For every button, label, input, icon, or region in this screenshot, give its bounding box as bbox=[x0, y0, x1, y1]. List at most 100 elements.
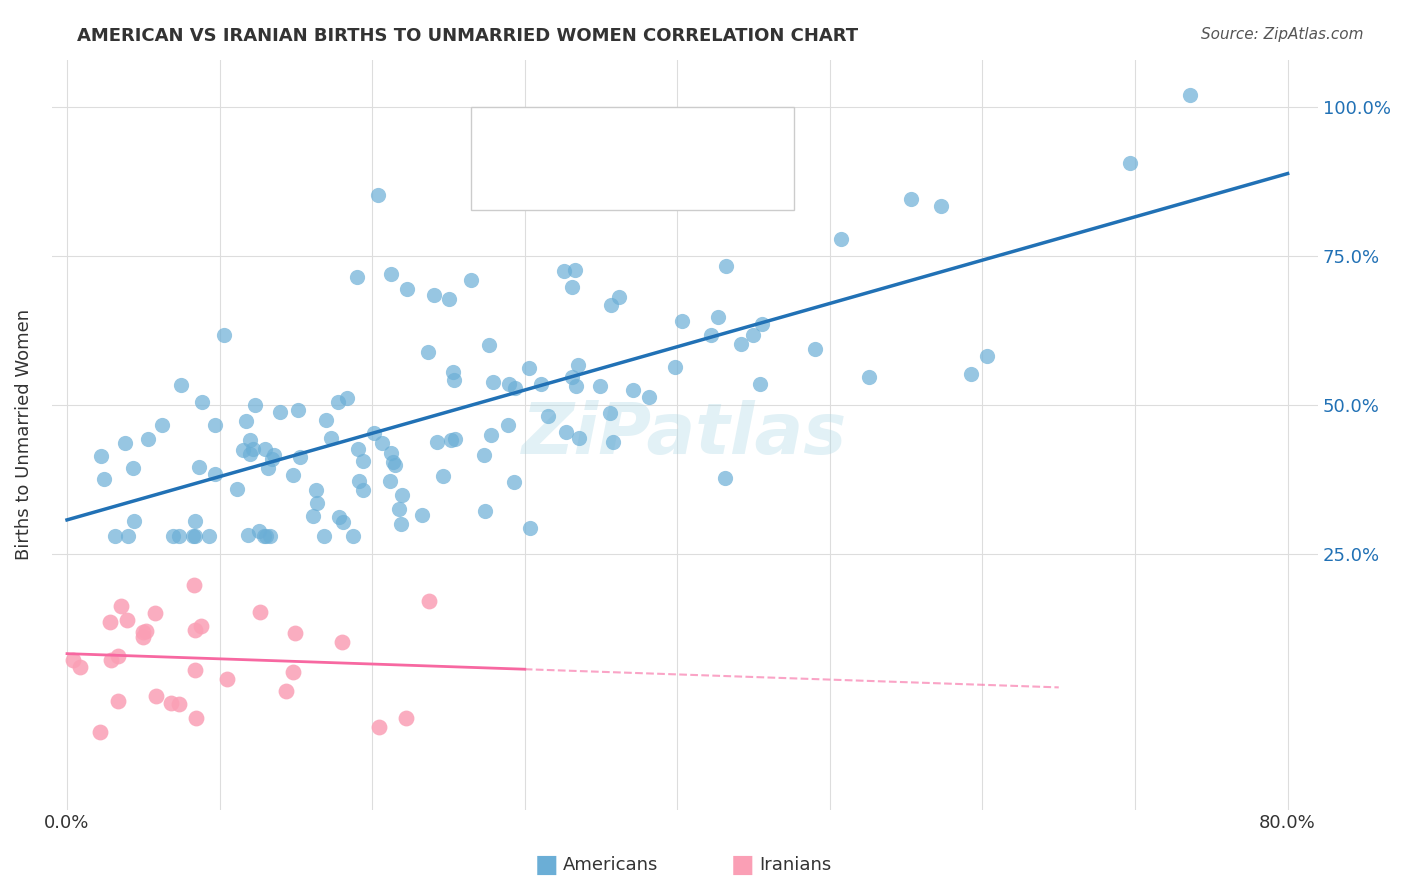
Text: ■: ■ bbox=[731, 854, 755, 877]
Point bbox=[474, 503, 496, 517]
Text: Iranians: Iranians bbox=[759, 856, 831, 874]
Point bbox=[363, 426, 385, 441]
Point bbox=[900, 192, 922, 206]
Point bbox=[1180, 88, 1202, 103]
Point bbox=[599, 298, 621, 312]
Point bbox=[346, 442, 368, 456]
Point bbox=[332, 516, 354, 530]
Point bbox=[347, 474, 370, 488]
Text: R =: R = bbox=[510, 165, 544, 183]
Point bbox=[132, 625, 155, 640]
Point bbox=[253, 529, 276, 543]
Point bbox=[188, 459, 211, 474]
Point bbox=[441, 365, 464, 379]
Point bbox=[259, 529, 281, 543]
Point bbox=[444, 432, 467, 446]
Point bbox=[124, 514, 146, 528]
Point bbox=[561, 280, 583, 294]
Point bbox=[226, 482, 249, 496]
Point bbox=[607, 290, 630, 304]
Point bbox=[186, 711, 208, 725]
Point bbox=[742, 327, 765, 342]
Point bbox=[423, 288, 446, 302]
Point bbox=[858, 369, 880, 384]
Point bbox=[283, 665, 305, 680]
Point bbox=[131, 630, 153, 644]
Point bbox=[804, 342, 827, 356]
Point bbox=[336, 392, 359, 406]
Text: ■: ■ bbox=[534, 854, 558, 877]
Point bbox=[751, 318, 773, 332]
Y-axis label: Births to Unmarried Women: Births to Unmarried Women bbox=[15, 309, 32, 560]
Point bbox=[748, 164, 770, 178]
Point bbox=[519, 521, 541, 535]
Point bbox=[284, 626, 307, 640]
Point bbox=[235, 414, 257, 428]
Point bbox=[418, 344, 440, 359]
Point bbox=[136, 432, 159, 446]
Point bbox=[479, 428, 502, 442]
Point bbox=[269, 404, 291, 418]
Text: N =: N = bbox=[619, 120, 652, 138]
Point bbox=[472, 448, 495, 462]
Point bbox=[391, 488, 413, 502]
Text: R =: R = bbox=[510, 120, 544, 138]
Point bbox=[621, 384, 644, 398]
Point bbox=[117, 529, 139, 543]
Point bbox=[191, 395, 214, 409]
Point bbox=[517, 360, 540, 375]
Point bbox=[482, 376, 505, 390]
Point bbox=[204, 467, 226, 481]
Point bbox=[368, 720, 391, 734]
Point bbox=[260, 452, 283, 467]
Point bbox=[184, 529, 207, 543]
Point bbox=[312, 529, 335, 543]
Point bbox=[98, 615, 121, 630]
Point bbox=[62, 652, 84, 666]
Point bbox=[254, 529, 277, 543]
Point bbox=[396, 282, 419, 296]
Text: Source: ZipAtlas.com: Source: ZipAtlas.com bbox=[1201, 27, 1364, 42]
Point bbox=[330, 635, 353, 649]
Point bbox=[371, 435, 394, 450]
Point bbox=[162, 529, 184, 543]
Point bbox=[184, 623, 207, 637]
Point bbox=[1119, 156, 1142, 170]
Point bbox=[90, 449, 112, 463]
Point bbox=[257, 461, 280, 475]
Point bbox=[242, 442, 264, 457]
Point bbox=[929, 199, 952, 213]
Point bbox=[319, 431, 342, 445]
Point bbox=[553, 264, 575, 278]
Point bbox=[145, 689, 167, 703]
Point bbox=[315, 413, 337, 427]
Point bbox=[426, 434, 449, 449]
Point bbox=[730, 336, 752, 351]
Point bbox=[602, 435, 624, 450]
Text: AMERICAN VS IRANIAN BIRTHS TO UNMARRIED WOMEN CORRELATION CHART: AMERICAN VS IRANIAN BIRTHS TO UNMARRIED … bbox=[77, 27, 859, 45]
Point bbox=[236, 528, 259, 542]
Point bbox=[700, 328, 723, 343]
Point bbox=[249, 605, 271, 619]
Point bbox=[287, 402, 309, 417]
Point bbox=[567, 431, 589, 445]
Point bbox=[239, 433, 262, 447]
Point bbox=[110, 599, 132, 613]
Point bbox=[117, 613, 139, 627]
Point bbox=[167, 698, 190, 712]
Point bbox=[143, 607, 166, 621]
Point bbox=[498, 377, 520, 392]
Point bbox=[478, 337, 501, 351]
Point bbox=[437, 292, 460, 306]
Point bbox=[589, 378, 612, 392]
Text: ■: ■ bbox=[482, 115, 509, 144]
Point bbox=[305, 496, 328, 510]
Point bbox=[283, 468, 305, 483]
Point bbox=[107, 694, 129, 708]
Point bbox=[214, 328, 236, 343]
Point bbox=[69, 660, 91, 674]
Text: -0.183: -0.183 bbox=[548, 165, 613, 183]
Point bbox=[748, 376, 770, 391]
Point bbox=[567, 358, 589, 372]
Point bbox=[184, 514, 207, 528]
